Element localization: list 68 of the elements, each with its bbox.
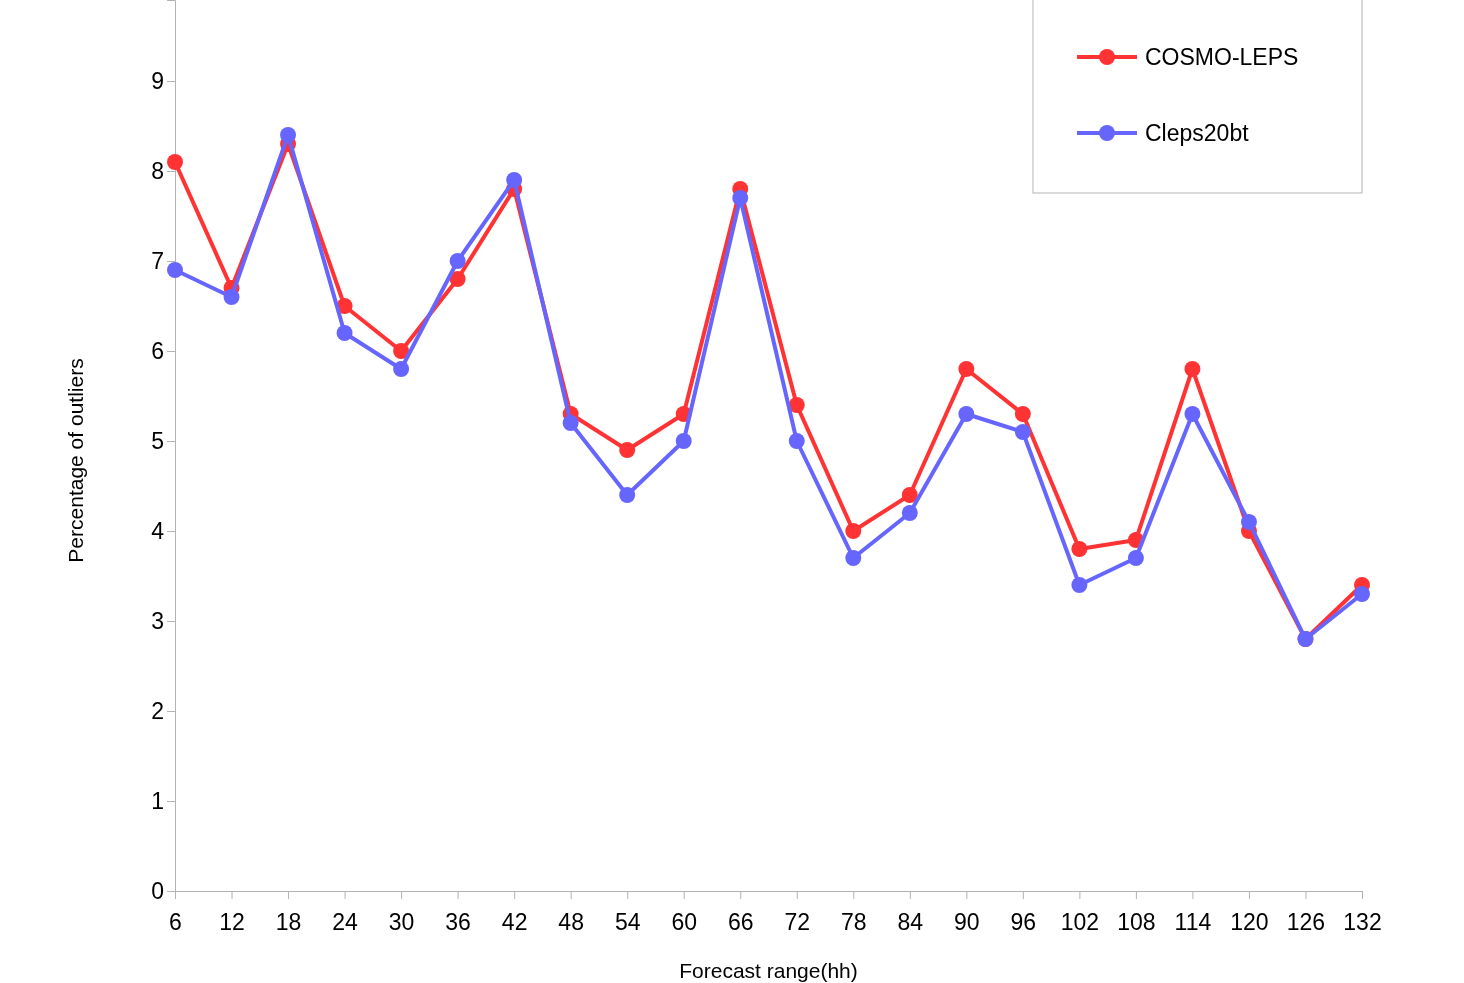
point <box>167 154 183 170</box>
point <box>562 415 579 431</box>
x-tick-label: 48 <box>558 908 584 935</box>
y-tick-label: 2 <box>151 697 164 724</box>
x-tick-label: 84 <box>897 908 924 935</box>
y-tick-label: 4 <box>151 517 165 544</box>
y-tick-label: 1 <box>151 787 164 814</box>
x-tick-label: 72 <box>784 908 811 935</box>
y-tick-label: 5 <box>151 427 164 454</box>
point <box>280 127 297 143</box>
point <box>788 433 805 449</box>
point <box>845 523 862 539</box>
point <box>788 397 805 413</box>
x-axis-title: Forecast range(hh) <box>679 959 858 982</box>
point <box>1184 406 1201 422</box>
x-tick-label: 120 <box>1230 908 1269 935</box>
point <box>675 433 692 449</box>
x-tick-label: 60 <box>671 908 698 935</box>
x-tick-label: 54 <box>614 908 641 935</box>
point <box>732 190 749 206</box>
y-tick-label: 6 <box>151 337 164 364</box>
legend-label: COSMO-LEPS <box>1145 44 1299 70</box>
x-tick-label: 36 <box>445 908 471 935</box>
x-tick-label: 132 <box>1343 908 1382 935</box>
x-tick-label: 102 <box>1060 908 1100 935</box>
point <box>506 172 523 188</box>
x-tick-label: 108 <box>1117 908 1156 935</box>
x-tick-label: 18 <box>275 908 302 935</box>
y-tick-label: 7 <box>151 247 164 274</box>
point <box>1071 577 1088 593</box>
x-tick-label: 90 <box>954 908 980 935</box>
point <box>393 361 410 377</box>
point <box>1184 361 1201 377</box>
x-tick-label: 66 <box>727 908 754 935</box>
y-tick-label: 8 <box>151 157 164 184</box>
y-tick-label: 9 <box>151 67 164 94</box>
y-tick-label: 0 <box>151 877 164 904</box>
x-tick-label: 30 <box>388 908 415 935</box>
x-tick-label: 24 <box>332 908 359 935</box>
x-tick-label: 78 <box>840 908 867 935</box>
point <box>958 361 975 377</box>
point <box>619 442 636 458</box>
point <box>223 289 240 305</box>
point <box>845 550 862 566</box>
point <box>901 505 918 521</box>
x-tick-label: 96 <box>1010 908 1037 935</box>
point <box>958 406 975 422</box>
point <box>393 343 410 359</box>
point <box>1071 541 1088 557</box>
point <box>1240 514 1257 530</box>
y-axis-title: Percentage of outliers <box>64 358 87 563</box>
point <box>449 253 466 269</box>
x-tick-label: 114 <box>1174 908 1212 935</box>
x-tick-label: 42 <box>501 908 528 935</box>
x-tick-label: 126 <box>1286 908 1326 935</box>
point <box>1127 550 1144 566</box>
point <box>167 262 183 278</box>
point <box>1014 424 1031 440</box>
point <box>449 271 466 287</box>
point <box>1354 586 1370 602</box>
point <box>901 487 918 503</box>
point <box>1014 406 1031 422</box>
point <box>619 487 636 503</box>
x-tick-label: 12 <box>219 908 245 935</box>
point <box>336 325 353 341</box>
x-tick-label: 6 <box>169 908 182 935</box>
legend-label: Cleps20bt <box>1145 120 1250 146</box>
y-tick-label: 3 <box>151 607 164 634</box>
